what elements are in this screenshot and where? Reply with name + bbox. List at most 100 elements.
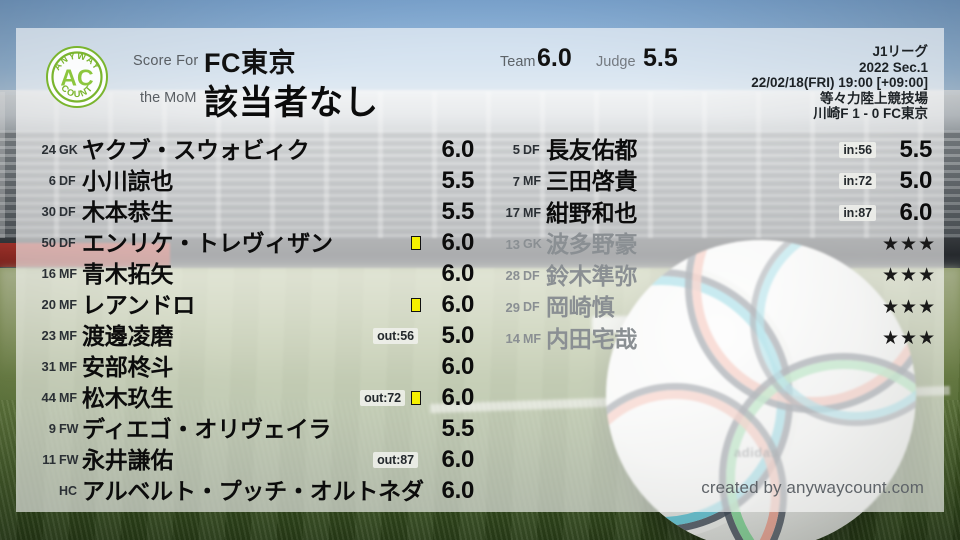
player-position: DF [59,173,76,188]
player-row[interactable]: 6 DF 小川諒也 5.5 [30,165,475,196]
yellow-card-icon [411,390,421,405]
player-position: MF [59,328,78,343]
player-rating: 6.0 [441,135,475,163]
player-rating: 6.0 [441,383,475,411]
player-number: 13 [505,236,520,252]
player-row[interactable]: 16 MF 青木拓矢 6.0 [30,258,475,289]
player-rating: 5.0 [441,321,475,349]
man-of-the-match-name: 該当者なし [204,84,379,122]
player-name: 安部柊斗 [82,353,174,380]
player-position: MF [523,174,542,189]
player-row[interactable]: 9 FW ディエゴ・オリヴェイラ 5.5 [30,413,475,444]
player-rating: 5.5 [441,414,475,442]
player-rating: ★★★ [882,296,937,318]
svg-text:COUNT: COUNT [59,83,95,99]
player-rating: ★★★ [882,265,937,287]
player-number: 7 [512,173,520,189]
judge-score-label: Judge [596,54,636,70]
judge-score-value: 5.5 [643,44,678,72]
player-name: 鈴木準弥 [546,262,638,289]
player-rating: 6.0 [441,352,475,380]
player-row[interactable]: HC アルベルト・プッチ・オルトネダ 6.0 [30,475,474,506]
team-name: FC東京 [204,48,296,78]
player-number: 14 [505,331,520,347]
player-number: 28 [505,268,520,284]
substitute-row[interactable]: 7 MF 三田啓貴 in:72 5.0 [494,166,933,198]
player-position: GK [523,237,542,252]
yellow-card-icon [411,297,421,312]
player-number: 24 [41,142,56,157]
player-number: 50 [41,235,56,250]
substitution-out-badge: out:56 [373,327,418,344]
player-number: 29 [505,299,520,315]
player-number: 20 [41,297,56,312]
rating-card-panel: ANYWAY COUNT AC Score For FC東京 the MoM 該… [16,28,944,512]
player-name: 波多野豪 [546,231,638,258]
player-number: 5 [512,142,520,158]
player-row[interactable]: 11 FW 永井謙佑 out:87 6.0 [30,444,474,475]
player-position: DF [523,300,540,315]
substitution-out-badge: out:72 [360,389,405,406]
anyway-count-logo-icon: ANYWAY COUNT AC [46,46,108,108]
player-row[interactable]: 31 MF 安部柊斗 6.0 [30,351,475,382]
substitute-row[interactable]: 13 GK 波多野豪 ★★★ [494,229,937,261]
player-number: 31 [41,359,56,374]
player-rating: 6.0 [899,198,933,226]
substitute-row[interactable]: 28 DF 鈴木準弥 ★★★ [494,260,937,292]
player-name: 三田啓貴 [546,168,638,195]
player-name: 岡崎慎 [546,294,615,321]
man-of-the-match-label: the MoM [140,90,197,106]
player-rating: 5.5 [899,135,933,163]
credit-text: created by anywaycount.com [701,478,924,497]
player-name: 小川諒也 [82,167,174,194]
substitute-row[interactable]: 29 DF 岡崎慎 ★★★ [494,292,937,324]
player-rating: 5.5 [441,197,475,225]
starting-lineup-list: 24 GK ヤクブ・スウォビィク 6.0 6 DF 小川諒也 5.5 30 DF 木本恭生 5.5 50… [30,134,475,506]
player-number: 11 [42,452,56,467]
player-rating: ★★★ [882,328,937,350]
player-rating: ★★★ [882,233,937,255]
meta-venue: 等々力陸上競技場 [820,90,928,106]
substitution-in-badge: in:72 [839,173,876,190]
substitute-row[interactable]: 14 MF 内田宅哉 ★★★ [494,323,937,355]
player-name: ディエゴ・オリヴェイラ [82,415,332,442]
player-position: HC [59,483,78,498]
substitution-in-badge: in:87 [839,204,876,221]
player-row[interactable]: 50 DF エンリケ・トレヴィザン 6.0 [30,227,475,258]
svg-text:AC: AC [60,65,93,91]
player-row[interactable]: 20 MF レアンドロ 6.0 [30,289,475,320]
player-position: DF [59,235,76,250]
player-row[interactable]: 44 MF 松木玖生 out:72 6.0 [30,382,475,413]
player-rating: 6.0 [441,228,475,256]
player-position: GK [59,142,78,157]
meta-league: J1リーグ [872,44,928,59]
player-name: レアンドロ [82,291,196,318]
player-number: 9 [48,421,56,436]
player-position: MF [59,266,78,281]
card-header: ANYWAY COUNT AC Score For FC東京 the MoM 該… [16,28,944,132]
substitutes-list: 5 DF 長友佑都 in:56 5.5 7 MF 三田啓貴 in:72 5.0 17 MF 紺野和也 in… [494,134,937,355]
yellow-card-icon [411,235,421,250]
player-rating: 6.0 [441,476,475,504]
player-name: 永井謙佑 [82,446,174,473]
meta-datetime: 22/02/18(FRI) 19:00 [+09:00] [751,75,928,91]
player-row[interactable]: 30 DF 木本恭生 5.5 [30,196,475,227]
player-position: DF [523,268,540,283]
player-name: 木本恭生 [82,198,174,225]
player-name: 松木玖生 [82,384,174,411]
player-name: アルベルト・プッチ・オルトネダ [82,477,424,504]
player-position: MF [59,390,78,405]
score-for-label: Score For [133,53,199,69]
player-row[interactable]: 23 MF 渡邊凌磨 out:56 5.0 [30,320,475,351]
substitute-row[interactable]: 5 DF 長友佑都 in:56 5.5 [494,134,933,166]
player-position: FW [59,421,79,436]
substitution-in-badge: in:56 [839,141,876,158]
player-number: 23 [41,328,56,343]
substitute-row[interactable]: 17 MF 紺野和也 in:87 6.0 [494,197,933,229]
player-rating: 5.0 [899,167,933,195]
player-rating: 6.0 [441,290,475,318]
player-row[interactable]: 24 GK ヤクブ・スウォビィク 6.0 [30,134,475,165]
player-rating: 6.0 [441,259,475,287]
player-number: 16 [41,266,56,281]
player-position: MF [59,297,78,312]
